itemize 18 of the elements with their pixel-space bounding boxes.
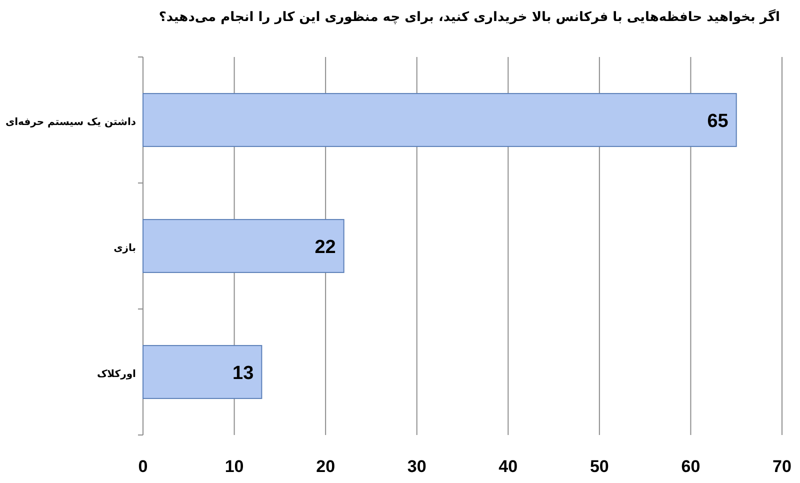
bar — [142, 93, 737, 147]
chart-title: اگر بخواهید حافظه‌هایی با فرکانس بالا خریداری کنید، برای چه منظوری این کار را انجام می‌دهید؟ — [158, 9, 780, 25]
data-label: 22 — [314, 237, 336, 258]
x-tick-label: 0 — [138, 457, 148, 476]
y-tick-label: اورکلاک — [96, 369, 136, 380]
bar — [142, 345, 262, 399]
x-tick-label: 50 — [590, 457, 609, 476]
x-tick-label: 10 — [224, 457, 244, 476]
x-tick-label: 70 — [772, 457, 792, 476]
y-tick-label: بازی — [114, 243, 136, 254]
x-tick-label: 20 — [316, 457, 336, 476]
y-tick-label: داشتن یک سیستم حرفه‌ای — [5, 117, 136, 128]
x-tick-label: 30 — [407, 457, 426, 476]
data-label: 65 — [707, 111, 729, 132]
x-tick-label: 40 — [498, 457, 518, 476]
data-label: 13 — [232, 363, 254, 384]
x-tick-label: 60 — [681, 457, 700, 476]
bar — [142, 219, 344, 273]
